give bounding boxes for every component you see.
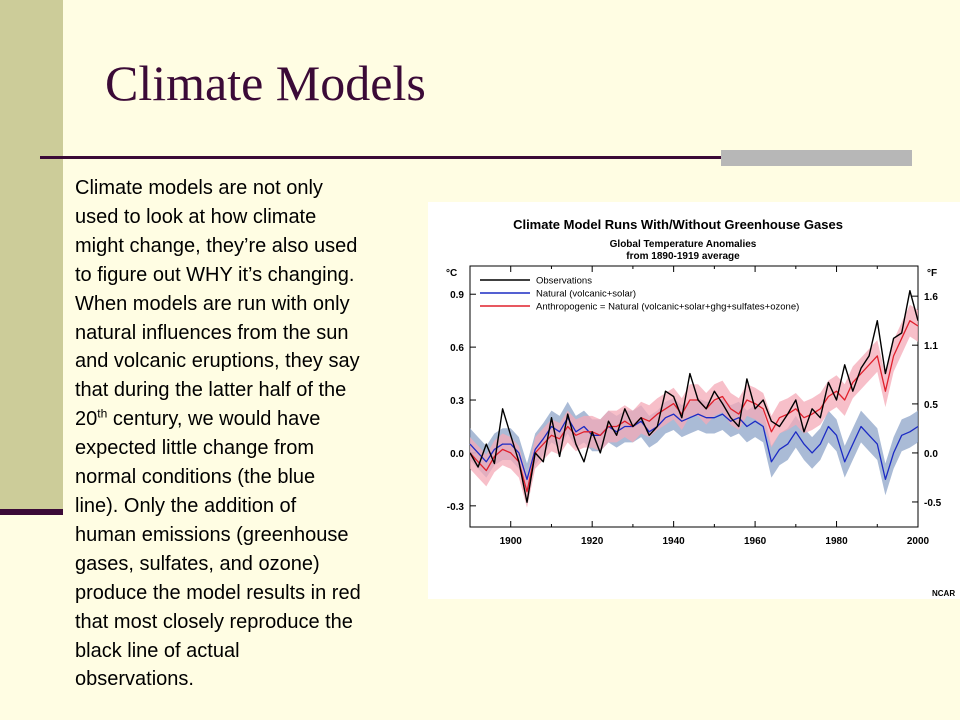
observations-series-line (469, 289, 919, 503)
body-text: Climate models are not only used to look … (75, 174, 425, 694)
chart-panel: Climate Model Runs With/Without Greenhou… (428, 202, 960, 599)
chart-subtitle: from 1890-1919 average (626, 251, 740, 262)
body-line: and volcanic eruptions, they say (75, 350, 360, 373)
body-line: human emissions (greenhouse (75, 523, 349, 546)
body-line: used to look at how climate (75, 205, 317, 228)
x-tick-label: 1920 (581, 536, 604, 547)
left-accent-bar (0, 509, 63, 515)
credit-label: NCAR (932, 589, 955, 598)
y-tick-label-left: -0.3 (447, 502, 465, 513)
body-line: to figure out WHY it’s changing. (75, 263, 355, 286)
y-tick-label-right: 1.1 (924, 341, 938, 352)
x-tick-label: 1960 (744, 536, 767, 547)
legend-label-natural: Natural (volcanic+solar) (536, 289, 636, 300)
left-accent-band (0, 0, 63, 510)
century-number: 20 (75, 408, 98, 431)
slide-title: Climate Models (105, 55, 426, 111)
body-line: century, we would have (107, 408, 321, 431)
title-rule (40, 156, 912, 159)
chart-subtitle: Global Temperature Anomalies (610, 239, 757, 250)
century-suffix: th (97, 406, 108, 421)
body-line: black line of actual (75, 639, 240, 662)
chart-title: Climate Model Runs With/Without Greenhou… (513, 217, 843, 232)
body-line: gases, sulfates, and ozone) (75, 552, 320, 575)
body-line: Climate models are not only (75, 177, 323, 199)
y-tick-label-right: 0.5 (924, 400, 938, 411)
body-line: expected little change from (75, 437, 315, 460)
body-line: observations. (75, 668, 194, 691)
right-axis-unit: °F (927, 268, 937, 279)
y-tick-label-left: 0.0 (450, 449, 464, 460)
y-tick-label-left: 0.3 (450, 396, 464, 407)
x-tick-label: 1900 (500, 536, 523, 547)
x-tick-label: 1940 (663, 536, 686, 547)
anthropogenic-series-line (469, 320, 919, 493)
plot-frame (469, 265, 919, 528)
y-tick-label-left: 0.6 (450, 343, 464, 354)
x-tick-label: 2000 (907, 536, 930, 547)
legend-label-anthropogenic: Anthropogenic = Natural (volcanic+solar+… (536, 302, 799, 313)
left-axis-unit: °C (446, 268, 457, 279)
anthropogenic-range-band (470, 304, 918, 508)
y-tick-label-left: 0.9 (450, 290, 464, 301)
body-line: that during the latter half of the (75, 379, 347, 402)
body-line: line). Only the addition of (75, 494, 297, 517)
body-line: When models are run with only (75, 292, 350, 315)
body-line: that most closely reproduce the (75, 610, 353, 633)
natural-series-line (469, 413, 919, 481)
body-line: natural influences from the sun (75, 321, 349, 344)
body-line: normal conditions (the blue (75, 466, 316, 489)
x-tick-label: 1980 (825, 536, 848, 547)
legend-label-observations: Observations (536, 276, 592, 287)
body-line: produce the model results in red (75, 581, 361, 604)
y-tick-label-right: -0.5 (924, 498, 942, 509)
title-rule-accent (721, 150, 912, 166)
y-tick-label-right: 1.6 (924, 292, 938, 303)
temperature-anomaly-chart: Climate Model Runs With/Without Greenhou… (446, 217, 955, 598)
body-line: might change, they’re also used (75, 234, 358, 257)
y-tick-label-right: 0.0 (924, 449, 938, 460)
